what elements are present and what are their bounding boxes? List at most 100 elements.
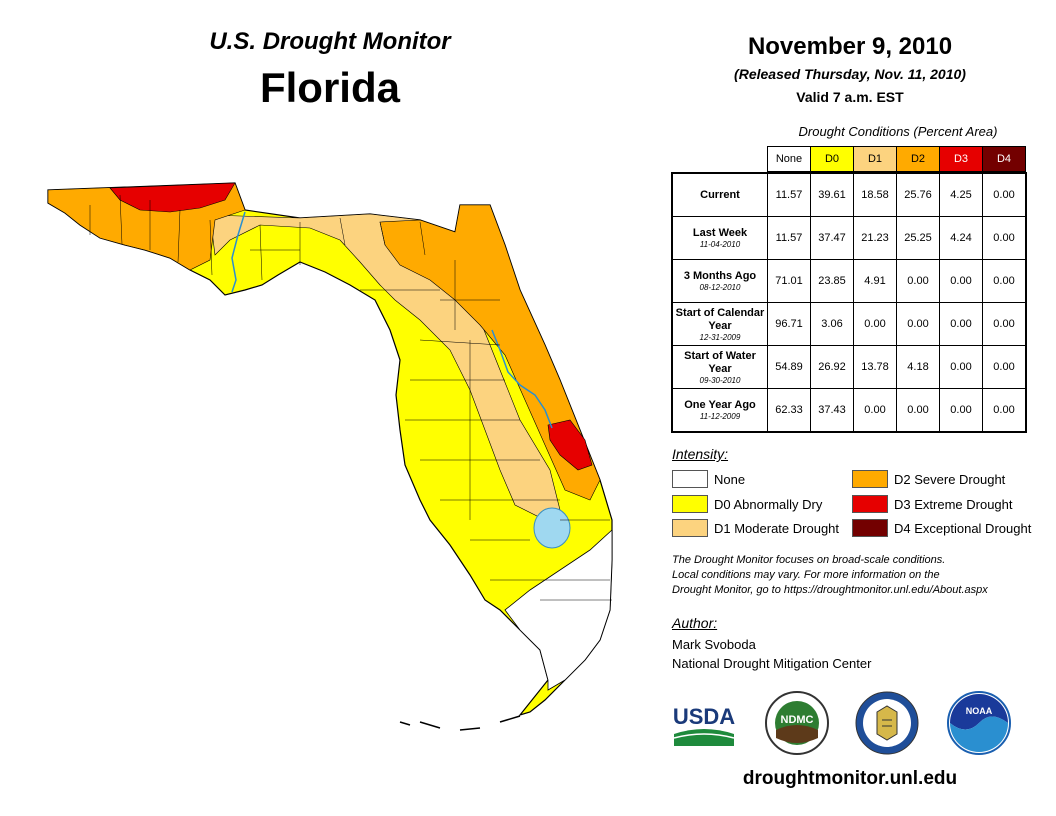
ndmc-logo-text: NDMC <box>781 714 814 726</box>
cell-value: 0.00 <box>853 388 897 433</box>
usda-logo: USDA <box>673 704 735 746</box>
legend-label: D1 Moderate Drought <box>714 520 840 536</box>
col-d2: D2 <box>896 146 940 172</box>
map-d3-east <box>547 419 593 471</box>
cell-value: 37.47 <box>810 216 854 260</box>
row-date: 09-30-2010 <box>699 375 741 385</box>
row-label: Start of Water Year 09-30-2010 <box>671 345 768 389</box>
legend-swatch <box>852 470 888 488</box>
legend-swatch <box>852 495 888 513</box>
conditions-row: Current 11.57 39.61 18.58 25.76 4.25 0.00 <box>671 172 1027 217</box>
noaa-logo: NOAA <box>947 691 1011 755</box>
cell-value: 0.00 <box>939 302 983 346</box>
cell-value: 0.00 <box>982 172 1027 217</box>
legend-label: D3 Extreme Drought <box>894 496 1013 512</box>
author-org: National Drought Mitigation Center <box>672 656 872 671</box>
cell-value: 25.25 <box>896 216 940 260</box>
cell-value: 37.43 <box>810 388 854 433</box>
cell-value: 26.92 <box>810 345 854 389</box>
cell-value: 13.78 <box>853 345 897 389</box>
cell-value: 96.71 <box>767 302 811 346</box>
legend-swatch <box>672 495 708 513</box>
legend-label: D0 Abnormally Dry <box>714 496 823 512</box>
cell-value: 54.89 <box>767 345 811 389</box>
row-label: Last Week 11-04-2010 <box>671 216 768 260</box>
conditions-title: Drought Conditions (Percent Area) <box>798 124 998 139</box>
cell-value: 0.00 <box>982 259 1027 303</box>
legend-swatch <box>852 519 888 537</box>
cell-value: 62.33 <box>767 388 811 433</box>
author-name: Mark Svoboda <box>672 637 756 652</box>
note-line: Drought Monitor, go to https://droughtmo… <box>672 584 988 596</box>
note-line: The Drought Monitor focuses on broad-sca… <box>672 554 946 566</box>
row-label: One Year Ago 11-12-2009 <box>671 388 768 433</box>
noaa-logo-text: NOAA <box>966 706 993 716</box>
map-date: November 9, 2010 <box>747 33 953 60</box>
florida-keys <box>399 715 521 731</box>
legend-d4: D4 Exceptional Drought <box>852 519 1031 537</box>
row-label: Start of Calendar Year 12-31-2009 <box>671 302 768 346</box>
author-title: Author: <box>672 615 718 631</box>
row-label-text: Start of Calendar Year <box>675 306 765 332</box>
row-label-text: Start of Water Year <box>684 349 756 375</box>
cell-value: 21.23 <box>853 216 897 260</box>
river-st-johns <box>491 329 553 429</box>
legend-none: None <box>672 470 745 488</box>
col-none: None <box>767 146 811 172</box>
cell-value: 0.00 <box>982 388 1027 433</box>
cell-value: 0.00 <box>896 259 940 303</box>
note-line: Local conditions may vary. For more info… <box>672 569 940 581</box>
disclaimer-note: The Drought Monitor focuses on broad-sca… <box>672 553 1042 598</box>
row-date: 12-31-2009 <box>699 332 741 342</box>
river-apalachicola <box>231 211 246 293</box>
cell-value: 4.25 <box>939 172 983 217</box>
cell-value: 71.01 <box>767 259 811 303</box>
legend-label: D4 Exceptional Drought <box>894 520 1032 536</box>
cell-value: 0.00 <box>982 345 1027 389</box>
doc-logo <box>855 691 919 755</box>
conditions-row: 3 Months Ago 08-12-2010 71.01 23.85 4.91 0.00… <box>671 259 1027 303</box>
legend-d3: D3 Extreme Drought <box>852 495 1013 513</box>
conditions-table: Current 11.57 39.61 18.58 25.76 4.25 0.00 Last … <box>671 172 1027 433</box>
release-date: (Released Thursday, Nov. 11, 2010) <box>734 66 966 82</box>
map-title: U.S. Drought Monitor <box>209 28 451 55</box>
row-date: 08-12-2010 <box>699 283 741 292</box>
conditions-row: One Year Ago 11-12-2009 62.33 37.43 0.00 0.00… <box>671 388 1027 433</box>
lake-okeechobee <box>533 507 571 549</box>
ndmc-logo: NDMC <box>765 691 829 755</box>
legend-d1: D1 Moderate Drought <box>672 519 839 537</box>
cell-value: 25.76 <box>896 172 940 217</box>
cell-value: 4.91 <box>853 259 897 303</box>
row-date: 11-04-2010 <box>699 240 741 249</box>
legend-swatch <box>672 519 708 537</box>
cell-value: 0.00 <box>896 388 940 433</box>
cell-value: 0.00 <box>982 216 1027 260</box>
conditions-header: None D0 D1 D2 D3 D4 <box>767 146 1026 172</box>
row-label: 3 Months Ago 08-12-2010 <box>671 259 768 303</box>
cell-value: 0.00 <box>982 302 1027 346</box>
cell-value: 0.00 <box>853 302 897 346</box>
cell-value: 0.00 <box>896 302 940 346</box>
row-label-text: 3 Months Ago <box>683 270 757 282</box>
legend-swatch <box>672 470 708 488</box>
state-title: Florida <box>259 64 400 111</box>
map-d3-north <box>109 182 236 213</box>
usda-logo-text: USDA <box>673 704 735 729</box>
legend-d2: D2 Severe Drought <box>852 470 1005 488</box>
legend-label: D2 Severe Drought <box>894 471 1006 487</box>
footer-url[interactable]: droughtmonitor.unl.edu <box>742 768 958 789</box>
cell-value: 3.06 <box>810 302 854 346</box>
cell-value: 23.85 <box>810 259 854 303</box>
cell-value: 0.00 <box>939 388 983 433</box>
conditions-row: Last Week 11-04-2010 11.57 37.47 21.23 25.25 4… <box>671 216 1027 260</box>
map-none-south <box>504 529 613 691</box>
legend-d0: D0 Abnormally Dry <box>672 495 822 513</box>
cell-value: 4.24 <box>939 216 983 260</box>
county-lines <box>89 194 612 601</box>
col-d3: D3 <box>939 146 983 172</box>
cell-value: 11.57 <box>767 216 811 260</box>
col-d1: D1 <box>853 146 897 172</box>
cell-value: 39.61 <box>810 172 854 217</box>
row-label-text: Current <box>700 188 740 201</box>
row-label-text: One Year Ago <box>684 399 756 411</box>
